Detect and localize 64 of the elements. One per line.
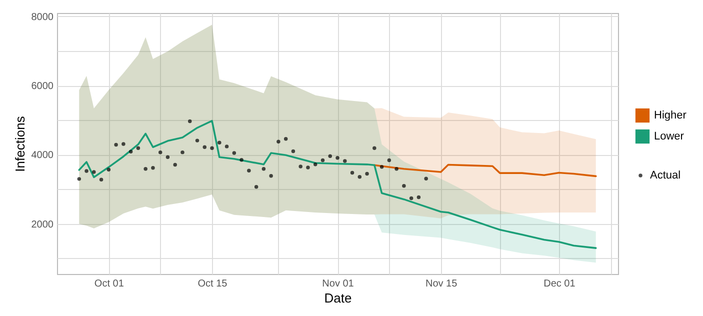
legend-label: Lower bbox=[654, 130, 684, 142]
point bbox=[276, 140, 280, 144]
point bbox=[358, 174, 362, 179]
point bbox=[298, 164, 302, 168]
point bbox=[166, 155, 170, 160]
point bbox=[365, 172, 369, 176]
point bbox=[291, 149, 296, 154]
point bbox=[328, 154, 332, 158]
point bbox=[84, 169, 88, 173]
point bbox=[350, 170, 354, 175]
x-tick-label: Oct 15 bbox=[198, 278, 228, 290]
legend-label: Actual bbox=[650, 170, 681, 182]
x-tick-label: Dec 01 bbox=[544, 278, 576, 290]
point bbox=[106, 168, 111, 172]
point bbox=[409, 196, 414, 200]
point bbox=[218, 140, 222, 145]
point bbox=[232, 151, 236, 155]
y-tick-label: 2000 bbox=[31, 219, 54, 230]
point bbox=[402, 184, 406, 188]
point bbox=[99, 178, 104, 182]
point bbox=[394, 167, 398, 171]
point bbox=[114, 142, 118, 147]
x-axis-title: Date bbox=[324, 290, 352, 306]
point bbox=[128, 150, 133, 154]
point bbox=[77, 177, 82, 181]
x-tick-label: Oct 01 bbox=[94, 278, 124, 290]
point bbox=[424, 176, 428, 180]
legend-label: Higher bbox=[654, 110, 687, 122]
point bbox=[92, 170, 96, 174]
point bbox=[387, 158, 392, 162]
point bbox=[144, 167, 148, 171]
y-tick-label: 6000 bbox=[31, 81, 54, 92]
point bbox=[240, 158, 244, 162]
point bbox=[284, 136, 288, 141]
line-series bbox=[78, 120, 597, 249]
y-axis-title: Infections bbox=[12, 116, 28, 172]
line-series bbox=[374, 164, 597, 178]
x-tick-label: Nov 01 bbox=[322, 278, 354, 290]
point bbox=[247, 168, 251, 173]
point bbox=[188, 119, 192, 124]
x-tick-label: Nov 15 bbox=[426, 278, 458, 290]
point bbox=[380, 164, 384, 169]
point bbox=[210, 146, 214, 150]
point bbox=[254, 185, 258, 189]
point bbox=[180, 150, 184, 154]
point bbox=[343, 159, 347, 163]
point bbox=[173, 162, 177, 167]
point bbox=[306, 166, 310, 170]
point bbox=[224, 144, 229, 148]
point bbox=[416, 195, 421, 200]
point bbox=[151, 166, 155, 170]
point bbox=[202, 145, 207, 149]
point bbox=[313, 162, 318, 166]
point bbox=[136, 146, 140, 150]
point bbox=[320, 158, 325, 162]
point bbox=[195, 138, 200, 142]
y-tick-label: 8000 bbox=[31, 12, 54, 23]
point bbox=[336, 156, 340, 160]
y-tick-label: 4000 bbox=[31, 150, 54, 162]
point bbox=[122, 142, 126, 146]
point bbox=[372, 146, 376, 150]
point bbox=[262, 167, 266, 171]
point bbox=[269, 174, 273, 178]
point bbox=[158, 150, 162, 154]
